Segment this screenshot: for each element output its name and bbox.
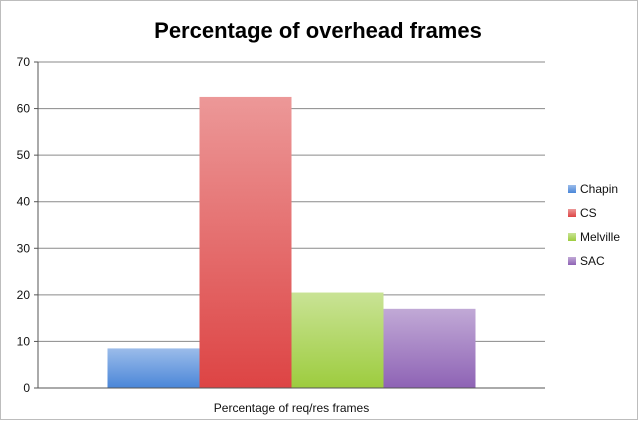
y-tick-label: 40: [17, 195, 31, 209]
bars: [107, 96, 476, 388]
x-category-label: Percentage of req/res frames: [214, 401, 369, 415]
y-tick-label: 50: [17, 148, 31, 162]
y-axis-ticks: 0 10 20 30 40 50 60 70: [17, 55, 38, 395]
legend-label-cs: CS: [580, 206, 597, 220]
legend: Chapin CS Melville SAC: [568, 182, 620, 268]
legend-swatch-chapin: [568, 185, 576, 193]
axes: [37, 62, 545, 389]
legend-swatch-sac: [568, 257, 576, 265]
y-tick-label: 20: [17, 288, 31, 302]
chart-title: Percentage of overhead frames: [154, 18, 482, 43]
y-tick-label: 10: [17, 334, 31, 348]
bar-cs: [199, 96, 292, 388]
y-tick-label: 60: [17, 102, 31, 116]
y-tick-label: 30: [17, 241, 31, 255]
y-tick-label: 0: [23, 381, 30, 395]
y-tick-label: 70: [17, 55, 31, 69]
legend-label-sac: SAC: [580, 254, 605, 268]
bar-chapin: [107, 348, 200, 388]
bar-melville: [291, 292, 384, 388]
legend-label-melville: Melville: [580, 230, 620, 244]
bar-sac: [383, 308, 476, 388]
legend-swatch-melville: [568, 233, 576, 241]
legend-swatch-cs: [568, 209, 576, 217]
x-axis-categories: Percentage of req/res frames: [214, 401, 369, 415]
legend-label-chapin: Chapin: [580, 182, 618, 196]
